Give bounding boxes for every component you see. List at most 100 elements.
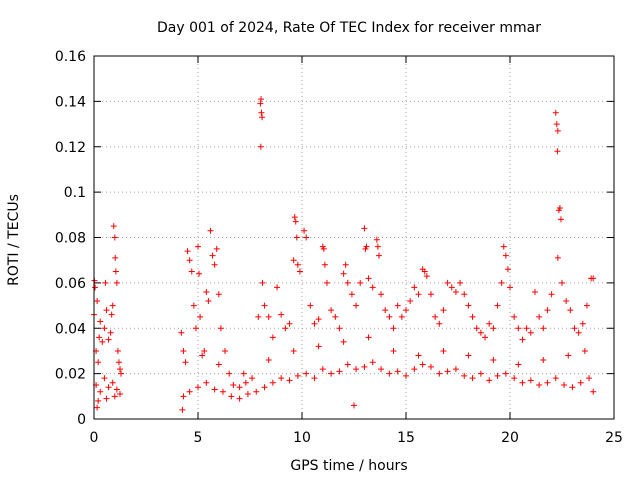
data-point bbox=[369, 359, 376, 366]
data-point bbox=[461, 291, 468, 298]
data-point bbox=[97, 318, 104, 325]
data-point bbox=[559, 279, 565, 286]
data-point bbox=[351, 402, 357, 409]
data-point bbox=[577, 379, 584, 386]
data-point bbox=[290, 347, 297, 354]
data-point bbox=[97, 388, 104, 395]
data-point bbox=[209, 252, 216, 259]
data-point bbox=[319, 366, 326, 373]
data-point bbox=[336, 325, 343, 332]
data-point bbox=[421, 268, 428, 275]
data-point bbox=[571, 325, 578, 332]
data-point bbox=[291, 214, 298, 221]
data-point bbox=[419, 361, 426, 368]
data-point bbox=[249, 375, 256, 382]
data-point bbox=[557, 216, 564, 223]
data-point bbox=[294, 261, 301, 268]
data-point bbox=[567, 307, 574, 314]
data-point bbox=[184, 248, 191, 255]
data-point bbox=[507, 284, 513, 291]
data-point bbox=[486, 377, 493, 384]
data-point bbox=[186, 257, 193, 264]
data-point bbox=[261, 384, 268, 391]
data-point bbox=[515, 325, 522, 332]
data-point bbox=[427, 363, 434, 370]
data-point bbox=[403, 307, 409, 314]
data-point bbox=[258, 109, 265, 116]
y-axis-label: ROTI / TECUs bbox=[6, 194, 22, 286]
data-point bbox=[265, 313, 272, 320]
data-point bbox=[236, 384, 243, 391]
data-point bbox=[103, 395, 110, 402]
data-point bbox=[96, 334, 103, 341]
axes: 0 0.02 0.04 0.06 0.08 0.1 0.12 0.14 0.16 0 5 10 15 20… bbox=[55, 49, 623, 446]
data-point bbox=[205, 298, 212, 305]
data-point bbox=[113, 279, 120, 286]
y-tick-label: 0.14 bbox=[55, 94, 86, 110]
y-tick-label: 0.02 bbox=[55, 367, 86, 383]
data-point bbox=[186, 388, 193, 395]
data-point bbox=[95, 359, 102, 366]
data-point bbox=[94, 404, 101, 411]
data-point bbox=[197, 313, 204, 320]
data-point bbox=[394, 368, 401, 375]
data-point bbox=[112, 268, 119, 275]
data-point bbox=[255, 313, 262, 320]
data-point bbox=[561, 381, 568, 388]
data-point bbox=[180, 393, 187, 400]
data-point bbox=[236, 395, 243, 402]
data-point bbox=[490, 325, 497, 332]
data-point bbox=[504, 266, 511, 273]
data-point bbox=[427, 291, 434, 298]
data-point bbox=[118, 370, 125, 377]
data-point bbox=[552, 375, 559, 382]
grid-lines bbox=[94, 56, 614, 419]
data-point bbox=[540, 357, 547, 364]
data-point bbox=[378, 366, 385, 373]
data-point bbox=[536, 313, 543, 320]
data-point bbox=[311, 320, 318, 327]
x-tick-label: 25 bbox=[605, 430, 623, 446]
data-point bbox=[527, 377, 534, 384]
data-point bbox=[107, 329, 114, 336]
data-point bbox=[113, 386, 120, 393]
data-point bbox=[411, 284, 418, 291]
data-point bbox=[586, 375, 593, 382]
data-point bbox=[440, 307, 447, 314]
data-point bbox=[398, 313, 405, 320]
data-point bbox=[178, 329, 185, 336]
data-point bbox=[452, 288, 459, 295]
data-point bbox=[315, 316, 322, 323]
data-point bbox=[519, 336, 526, 343]
data-point bbox=[253, 388, 260, 395]
data-point bbox=[583, 302, 590, 309]
data-point bbox=[486, 320, 493, 327]
data-point bbox=[217, 325, 224, 332]
data-point bbox=[436, 320, 443, 327]
data-point bbox=[265, 357, 272, 364]
data-point bbox=[590, 275, 597, 282]
data-point bbox=[117, 366, 123, 373]
data-point bbox=[473, 325, 480, 332]
data-point bbox=[269, 379, 276, 386]
data-point bbox=[515, 361, 522, 368]
data-point bbox=[259, 114, 266, 121]
data-point bbox=[321, 261, 328, 268]
y-tick-label: 0.08 bbox=[55, 231, 86, 247]
data-point bbox=[579, 320, 586, 327]
data-point bbox=[407, 298, 414, 305]
data-point bbox=[353, 366, 360, 373]
data-point bbox=[101, 325, 108, 332]
data-point bbox=[215, 291, 222, 298]
data-point bbox=[344, 279, 351, 286]
data-point bbox=[344, 361, 351, 368]
y-tick-label: 0.12 bbox=[55, 140, 86, 156]
data-point bbox=[556, 205, 563, 212]
data-point bbox=[552, 109, 559, 116]
data-point bbox=[444, 279, 451, 286]
x-axis-label: GPS time / hours bbox=[290, 458, 407, 474]
data-point bbox=[353, 302, 360, 309]
data-point bbox=[111, 393, 118, 400]
data-point bbox=[386, 370, 393, 377]
data-point bbox=[110, 223, 117, 230]
